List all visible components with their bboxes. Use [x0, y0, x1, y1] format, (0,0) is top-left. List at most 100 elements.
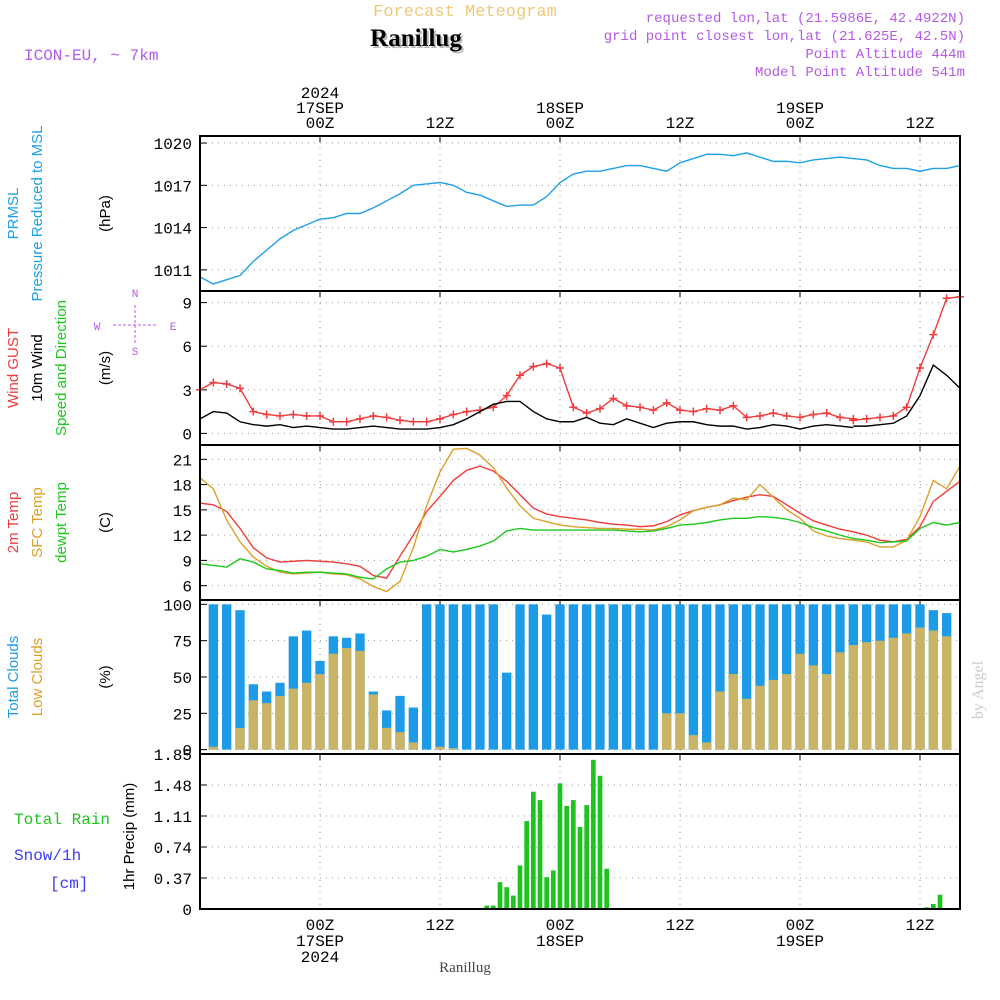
- series-rain-bars: [484, 759, 609, 909]
- bar: [715, 691, 725, 750]
- y-tick-label: 1.48: [154, 778, 192, 796]
- bar: [395, 695, 405, 750]
- bar: [524, 821, 529, 909]
- bar: [448, 604, 458, 750]
- y-tick-label: 0.37: [154, 871, 192, 889]
- axis-label: [cm]: [50, 875, 88, 893]
- bar: [571, 800, 576, 909]
- panel-frame: [199, 135, 961, 292]
- location-title-shadow: Ranillug: [372, 27, 464, 54]
- bar: [542, 614, 552, 750]
- bar: [528, 604, 538, 750]
- axis-label: dewpt Temp: [53, 482, 70, 563]
- bar: [568, 604, 578, 750]
- bar: [502, 672, 512, 750]
- axis-label: 10m Wind: [29, 334, 46, 402]
- bar: [531, 791, 536, 909]
- bar: [262, 703, 272, 750]
- axis-label: Low Clouds: [29, 638, 46, 716]
- bar: [408, 707, 418, 750]
- y-tick-label: 25: [173, 706, 192, 724]
- panel-frame: [199, 753, 961, 910]
- y-tick-label: 9: [182, 553, 192, 571]
- series-line: [853, 296, 961, 421]
- y-tick-label: 3: [182, 383, 192, 401]
- bar: [622, 604, 632, 750]
- y-tick-label: 0: [182, 743, 192, 761]
- bar: [675, 604, 685, 750]
- bar: [928, 630, 938, 750]
- bar: [835, 652, 845, 750]
- bar: [564, 805, 569, 909]
- series-line: [199, 465, 961, 579]
- watermark: by Angel: [970, 660, 987, 719]
- bar: [504, 887, 509, 909]
- bar: [584, 805, 589, 909]
- bar: [448, 748, 458, 750]
- bar: [511, 895, 516, 909]
- axis-label: Pressure Reduced to MSL: [29, 126, 46, 302]
- bar: [422, 604, 432, 750]
- model-name: ICON-EU, ~ 7km: [24, 47, 158, 65]
- axis-label: Total Rain: [14, 811, 110, 829]
- bar: [915, 627, 925, 750]
- bar: [755, 604, 765, 750]
- bar: [688, 604, 698, 750]
- bar: [822, 674, 832, 750]
- bar: [491, 905, 496, 909]
- y-tick-label: 0.74: [154, 840, 192, 858]
- series-wind-gust: [196, 359, 858, 426]
- series-line: [853, 363, 961, 427]
- bar: [597, 775, 603, 909]
- y-tick-label: 0: [182, 426, 192, 444]
- series-rain-tail: [924, 894, 943, 909]
- time-label-bottom: 12Z: [426, 917, 455, 935]
- bar: [275, 695, 285, 750]
- time-label-bottom: 17SEP: [296, 933, 344, 951]
- bar: [435, 746, 445, 750]
- bar: [888, 637, 898, 750]
- bar: [235, 727, 245, 750]
- bar: [688, 735, 698, 750]
- y-tick-label: 9: [182, 296, 192, 314]
- axis-label: (C): [97, 512, 114, 533]
- bar: [848, 645, 858, 750]
- bar: [728, 674, 738, 750]
- footer-location: Ranillug: [439, 960, 491, 976]
- axis-label: 2m Temp: [5, 492, 22, 553]
- bar: [484, 905, 489, 909]
- bar: [582, 604, 592, 750]
- axis-label: (%): [97, 665, 114, 688]
- compass-west: W: [94, 322, 101, 334]
- bar: [902, 633, 912, 750]
- bar: [435, 604, 445, 750]
- requested-coords: requested lon,lat (21.5986E, 42.4922N): [646, 11, 965, 27]
- series-wind-tail: [853, 363, 961, 427]
- bar: [675, 713, 685, 750]
- series-sfc-temp: [199, 447, 961, 593]
- series-low-clouds: [208, 627, 952, 750]
- bar: [742, 698, 752, 750]
- time-label-bottom: 00Z: [306, 917, 335, 935]
- time-label-top: 17SEP: [296, 100, 344, 118]
- bar: [462, 604, 472, 750]
- axis-label: (m/s): [97, 351, 114, 385]
- bar: [702, 742, 712, 750]
- bar: [515, 604, 525, 750]
- bar: [937, 894, 943, 909]
- compass-south: S: [132, 347, 139, 359]
- series-2m-temp: [199, 465, 961, 579]
- time-label-top: 18SEP: [536, 100, 584, 118]
- bar: [537, 800, 543, 909]
- y-tick-label: 21: [173, 452, 192, 470]
- bar: [355, 650, 365, 750]
- axis-label: Speed and Direction: [53, 300, 70, 436]
- series-line: [199, 447, 961, 593]
- series-dewpt-temp: [199, 515, 961, 580]
- bar: [315, 674, 325, 750]
- bar: [608, 604, 618, 750]
- y-tick-label: 6: [182, 339, 192, 357]
- panel-frame: [199, 444, 961, 601]
- time-label-top: 00Z: [546, 115, 575, 133]
